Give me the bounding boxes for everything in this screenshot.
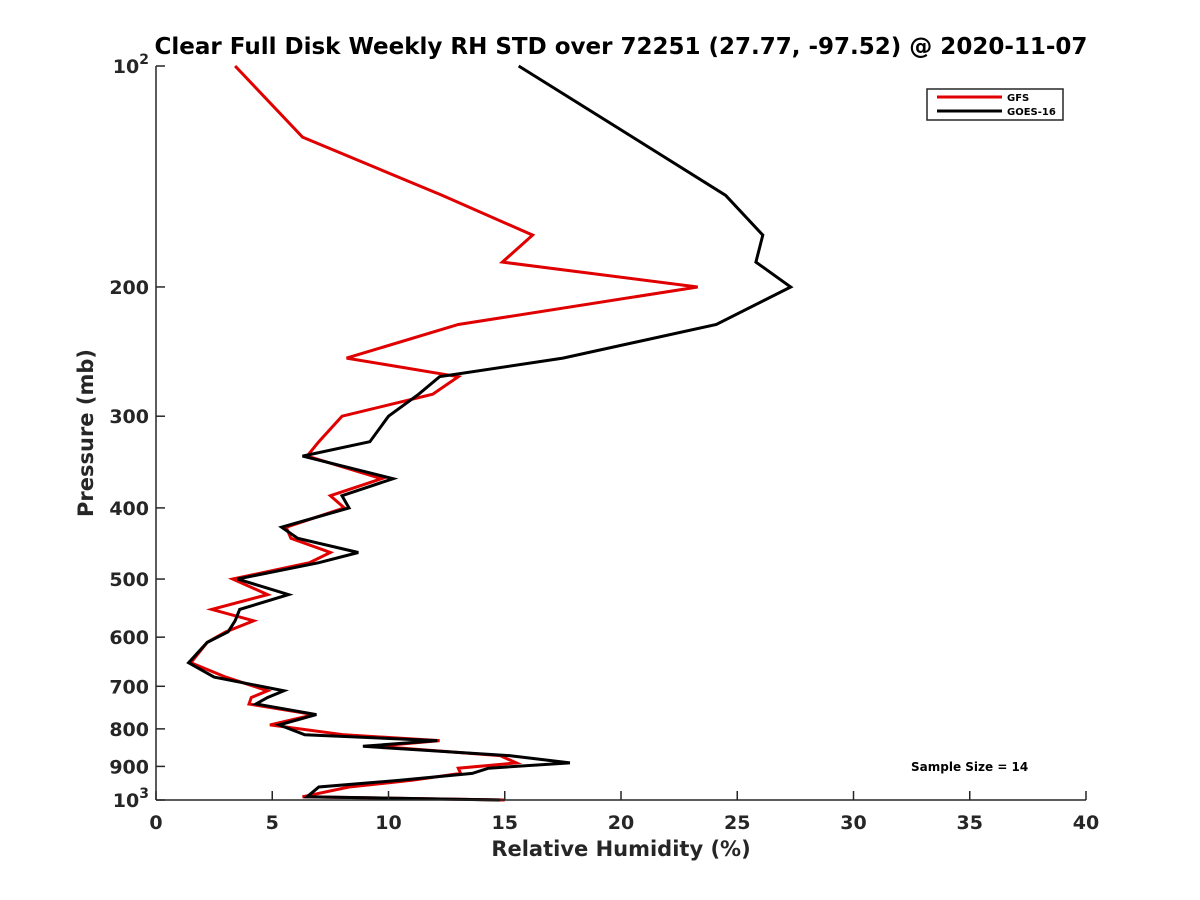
y-tick-label: 800 xyxy=(109,719,149,741)
x-tick-label: 40 xyxy=(1073,812,1099,834)
x-tick-label: 0 xyxy=(149,812,162,834)
legend-label-gfs: GFS xyxy=(1007,93,1029,104)
x-tick-label: 20 xyxy=(608,812,634,834)
y-tick-label: 200 xyxy=(109,277,149,299)
y-tick-label: 500 xyxy=(109,569,149,591)
y-tick-label: 300 xyxy=(109,406,149,428)
x-ticks: 0 5 10 15 20 25 30 35 40 xyxy=(149,791,1099,834)
sample-size-annotation: Sample Size = 14 xyxy=(911,760,1028,774)
legend-box xyxy=(926,88,1064,121)
y-tick-label: 400 xyxy=(109,498,149,520)
y-tick-label: 103 xyxy=(113,786,149,812)
x-tick-label: 35 xyxy=(957,812,983,834)
chart-title: Clear Full Disk Weekly RH STD over 72251… xyxy=(155,34,1088,60)
x-tick-label: 25 xyxy=(724,812,750,834)
y-tick-label: 700 xyxy=(109,676,149,698)
y-tick-label: 900 xyxy=(109,756,149,778)
series-line-goes16 xyxy=(186,64,794,802)
legend-label-goes16: GOES-16 xyxy=(1007,107,1056,118)
y-axis-label: Pressure (mb) xyxy=(74,349,98,517)
x-axis-label: Relative Humidity (%) xyxy=(491,837,750,861)
y-ticks: 102 200 300 400 500 600 700 800 900 103 xyxy=(109,52,165,812)
x-tick-label: 15 xyxy=(492,812,518,834)
y-tick-label: 102 xyxy=(113,52,149,78)
legend: GFS GOES-16 xyxy=(926,88,1064,121)
x-tick-label: 30 xyxy=(840,812,866,834)
y-tick-label: 600 xyxy=(109,627,149,649)
x-tick-label: 10 xyxy=(375,812,401,834)
series-layer xyxy=(186,64,794,802)
x-tick-label: 5 xyxy=(266,812,279,834)
